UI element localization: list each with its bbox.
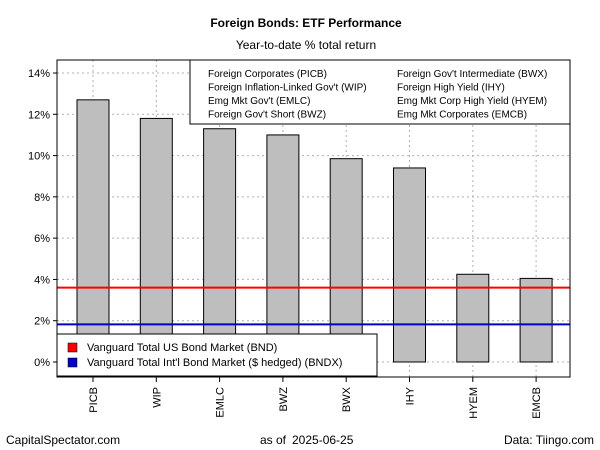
y-tick-label-7: 14% [28,68,50,80]
x-tick-label-bwz: BWZ [278,387,290,412]
y-axis: 0% 2% 4% 6% 8% 10% 12% 14% [28,68,57,369]
bar-emlc [203,128,237,363]
x-tick-label-hyem: HYEM [468,387,480,419]
footer-source-site: CapitalSpectator.com [6,433,120,447]
x-tick-label-bwx: BWX [341,386,353,412]
chart-title: Foreign Bonds: ETF Performance [210,16,402,30]
y-tick-label-5: 10% [28,151,50,163]
y-tick-label-0: 0% [34,357,50,369]
legend-reference-label-1: Vanguard Total Int'l Bond Market ($ hedg… [87,357,342,369]
bar-bwz [266,134,300,363]
x-tick-label-emcb: EMCB [531,387,543,419]
bar-wip [139,117,173,363]
bar-hyem [456,273,490,363]
bar-ihy [393,167,426,363]
footer-as-of-label: as of [260,433,287,447]
legend-etf-entry-3: Foreign Gov't Short (BWZ) [208,110,326,121]
legend-etf-entry-2: Emg Mkt Gov't (EMLC) [208,96,310,107]
legend-etf-names: Foreign Corporates (PICB) Foreign Inflati… [189,59,571,125]
legend-etf-entry-5: Foreign High Yield (IHY) [397,83,505,94]
y-tick-label-4: 8% [34,192,50,204]
bar-bwx [329,158,363,363]
legend-swatch-1 [67,357,78,368]
bar-emcb [519,277,553,363]
y-tick-label-3: 6% [34,233,50,245]
bars [76,99,553,363]
footer-data-source: Data: Tiingo.com [504,433,594,447]
footer-as-of-date: 2025-06-25 [292,433,354,447]
x-tick-label-wip: WIP [151,387,163,408]
legend-etf-entry-0: Foreign Corporates (PICB) [208,69,327,80]
chart-subtitle: Year-to-date % total return [236,38,376,52]
y-tick-label-6: 12% [28,109,50,121]
x-tick-label-picb: PICB [88,387,100,413]
x-tick-label-ihy: IHY [405,386,417,405]
legend-etf-entry-6: Emg Mkt Corp High Yield (HYEM) [397,96,547,107]
legend-swatch-0 [67,342,78,353]
reference-lines [57,286,570,326]
y-tick-label-1: 2% [34,316,50,328]
legend-reference-label-0: Vanguard Total US Bond Market (BND) [87,342,277,354]
bar-picb [76,99,110,363]
legend-reference-lines-box [56,333,378,377]
legend-etf-entry-7: Emg Mkt Corporates (EMCB) [397,110,527,121]
x-tick-label-emlc: EMLC [215,387,227,418]
y-tick-label-2: 4% [34,274,50,286]
legend-etf-entry-4: Foreign Gov't Intermediate (BWX) [397,69,547,80]
legend-etf-names-box [189,59,571,125]
legend-etf-entry-1: Foreign Inflation-Linked Gov't (WIP) [208,83,367,94]
x-axis: PICB WIP EMLC BWZ BWX IHY HYEM EMCB [88,377,543,419]
legend-reference-lines: Vanguard Total US Bond Market (BND) Vangu… [56,333,378,377]
